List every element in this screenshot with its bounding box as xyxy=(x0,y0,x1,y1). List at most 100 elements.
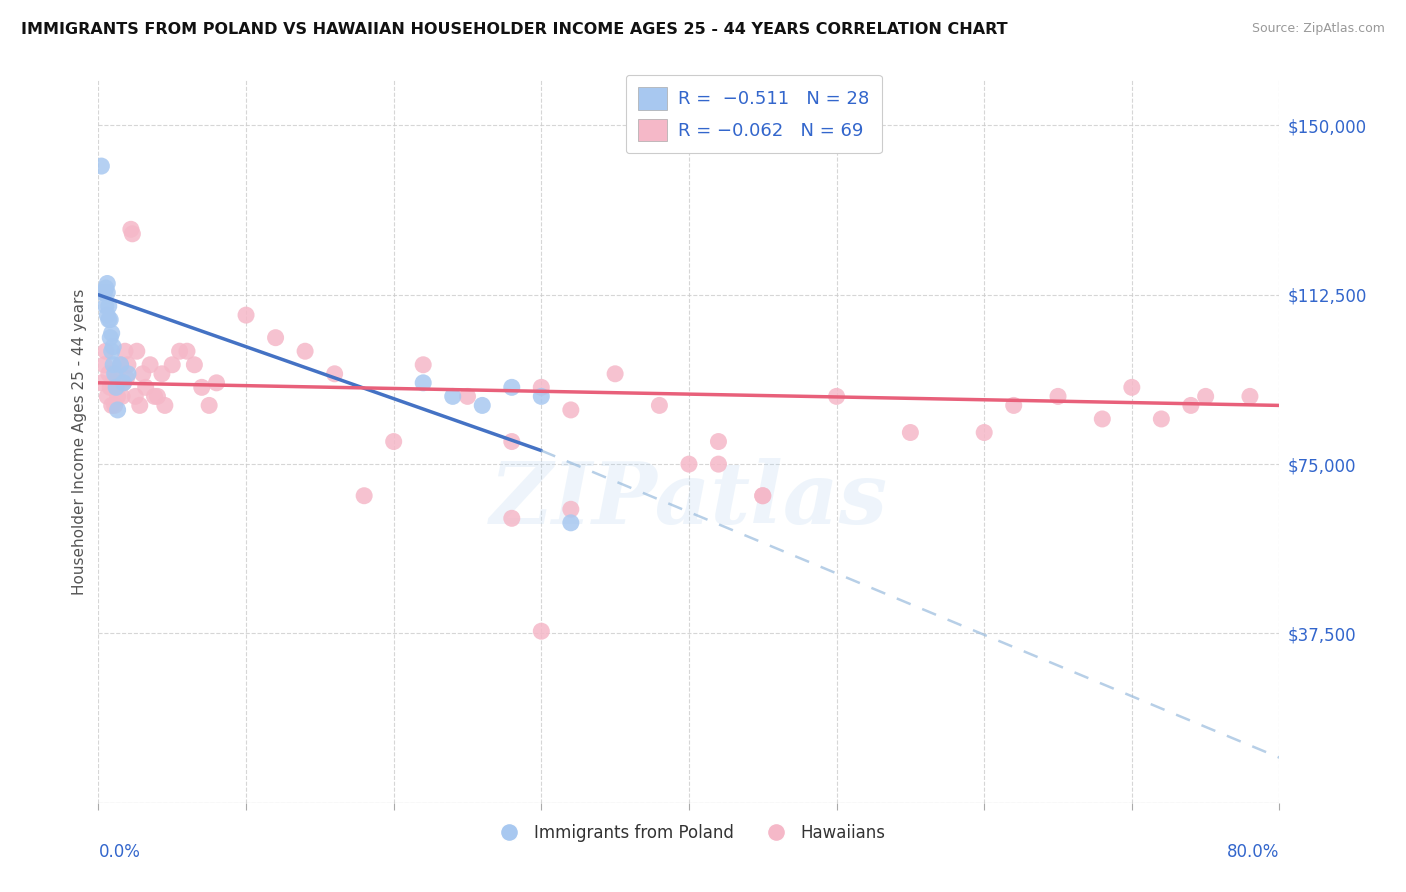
Point xyxy=(1180,398,1202,412)
Point xyxy=(183,358,205,372)
Point xyxy=(648,398,671,412)
Point xyxy=(1091,412,1114,426)
Point xyxy=(707,434,730,449)
Point xyxy=(707,457,730,471)
Point xyxy=(107,403,129,417)
Point xyxy=(1239,389,1261,403)
Point xyxy=(162,358,183,372)
Point xyxy=(105,367,128,381)
Point xyxy=(96,389,118,403)
Point xyxy=(471,398,494,412)
Point xyxy=(93,285,115,300)
Point xyxy=(100,326,122,340)
Point xyxy=(135,380,157,394)
Point xyxy=(115,371,138,385)
Point xyxy=(112,376,135,390)
Y-axis label: Householder Income Ages 25 - 44 years: Householder Income Ages 25 - 44 years xyxy=(72,288,87,595)
Point xyxy=(98,312,121,326)
Point xyxy=(108,376,131,390)
Point xyxy=(501,434,523,449)
Point xyxy=(98,331,121,345)
Point xyxy=(294,344,316,359)
Point xyxy=(501,380,523,394)
Point xyxy=(103,358,125,372)
Point xyxy=(191,380,214,394)
Point xyxy=(198,398,221,412)
Point xyxy=(111,389,134,403)
Point xyxy=(128,398,150,412)
Point xyxy=(90,159,112,173)
Point xyxy=(94,281,117,295)
Point xyxy=(93,358,115,372)
Point xyxy=(412,376,434,390)
Point xyxy=(117,358,139,372)
Text: ZIPatlas: ZIPatlas xyxy=(489,458,889,541)
Point xyxy=(235,308,257,322)
Point xyxy=(150,367,173,381)
Point xyxy=(104,367,127,381)
Legend: Immigrants from Poland, Hawaiians: Immigrants from Poland, Hawaiians xyxy=(485,817,893,848)
Point xyxy=(323,367,346,381)
Point xyxy=(457,389,479,403)
Point xyxy=(96,285,118,300)
Point xyxy=(169,344,191,359)
Point xyxy=(100,344,122,359)
Point xyxy=(678,457,700,471)
Point xyxy=(1002,398,1025,412)
Point xyxy=(353,489,375,503)
Text: IMMIGRANTS FROM POLAND VS HAWAIIAN HOUSEHOLDER INCOME AGES 25 - 44 YEARS CORRELA: IMMIGRANTS FROM POLAND VS HAWAIIAN HOUSE… xyxy=(21,22,1008,37)
Point xyxy=(530,389,553,403)
Point xyxy=(97,367,120,381)
Point xyxy=(530,380,553,394)
Point xyxy=(110,358,132,372)
Point xyxy=(900,425,922,440)
Point xyxy=(441,389,464,403)
Point xyxy=(91,285,114,300)
Point xyxy=(104,398,127,412)
Point xyxy=(114,344,136,359)
Point xyxy=(205,376,228,390)
Point xyxy=(153,398,176,412)
Point xyxy=(605,367,627,381)
Point xyxy=(97,312,120,326)
Point xyxy=(146,389,169,403)
Point xyxy=(98,380,121,394)
Point xyxy=(97,299,120,313)
Point xyxy=(973,425,995,440)
Point xyxy=(1195,389,1218,403)
Point xyxy=(107,389,129,403)
Point xyxy=(752,489,775,503)
Point xyxy=(125,344,148,359)
Text: 0.0%: 0.0% xyxy=(98,843,141,861)
Point xyxy=(121,227,143,241)
Point xyxy=(530,624,553,639)
Point xyxy=(752,489,775,503)
Point xyxy=(103,376,125,390)
Point xyxy=(1046,389,1070,403)
Point xyxy=(139,358,162,372)
Point xyxy=(105,380,128,394)
Point xyxy=(110,358,132,372)
Point xyxy=(90,376,112,390)
Point xyxy=(560,403,582,417)
Point xyxy=(560,502,582,516)
Point xyxy=(143,389,166,403)
Point xyxy=(120,222,142,236)
Point xyxy=(94,344,117,359)
Point xyxy=(560,516,582,530)
Point xyxy=(501,511,523,525)
Point xyxy=(117,367,139,381)
Point xyxy=(1121,380,1143,394)
Point xyxy=(112,376,135,390)
Text: Source: ZipAtlas.com: Source: ZipAtlas.com xyxy=(1251,22,1385,36)
Point xyxy=(103,340,125,354)
Point xyxy=(382,434,405,449)
Point xyxy=(825,389,848,403)
Point xyxy=(100,398,122,412)
Point xyxy=(264,331,287,345)
Point xyxy=(96,277,118,291)
Point xyxy=(94,299,117,313)
Point xyxy=(412,358,434,372)
Point xyxy=(176,344,198,359)
Point xyxy=(1150,412,1173,426)
